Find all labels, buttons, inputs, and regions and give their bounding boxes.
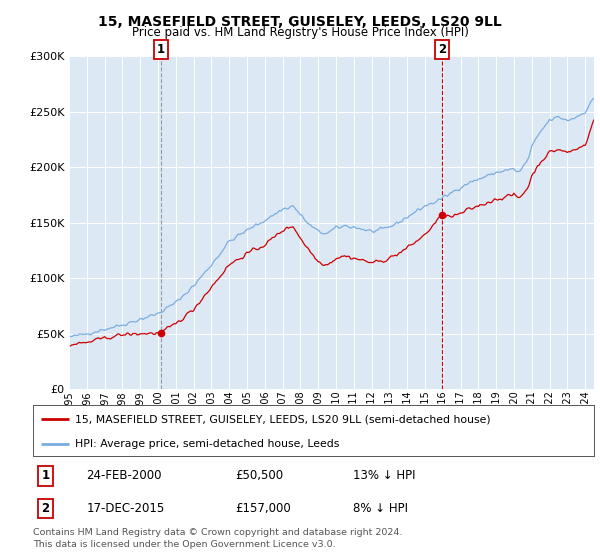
Text: Contains HM Land Registry data © Crown copyright and database right 2024.: Contains HM Land Registry data © Crown c… (33, 528, 403, 536)
Text: 8% ↓ HPI: 8% ↓ HPI (353, 502, 408, 515)
Text: 1: 1 (157, 43, 165, 56)
Text: 13% ↓ HPI: 13% ↓ HPI (353, 469, 415, 482)
Text: 15, MASEFIELD STREET, GUISELEY, LEEDS, LS20 9LL (semi-detached house): 15, MASEFIELD STREET, GUISELEY, LEEDS, L… (75, 414, 491, 424)
Text: 24-FEB-2000: 24-FEB-2000 (86, 469, 162, 482)
Text: Price paid vs. HM Land Registry's House Price Index (HPI): Price paid vs. HM Land Registry's House … (131, 26, 469, 39)
Text: 2: 2 (438, 43, 446, 56)
Text: £157,000: £157,000 (235, 502, 291, 515)
Text: £50,500: £50,500 (235, 469, 283, 482)
Text: HPI: Average price, semi-detached house, Leeds: HPI: Average price, semi-detached house,… (75, 438, 340, 449)
Text: 17-DEC-2015: 17-DEC-2015 (86, 502, 164, 515)
Text: 15, MASEFIELD STREET, GUISELEY, LEEDS, LS20 9LL: 15, MASEFIELD STREET, GUISELEY, LEEDS, L… (98, 15, 502, 29)
Text: 2: 2 (41, 502, 49, 515)
Text: 1: 1 (41, 469, 49, 482)
Text: This data is licensed under the Open Government Licence v3.0.: This data is licensed under the Open Gov… (33, 540, 335, 549)
